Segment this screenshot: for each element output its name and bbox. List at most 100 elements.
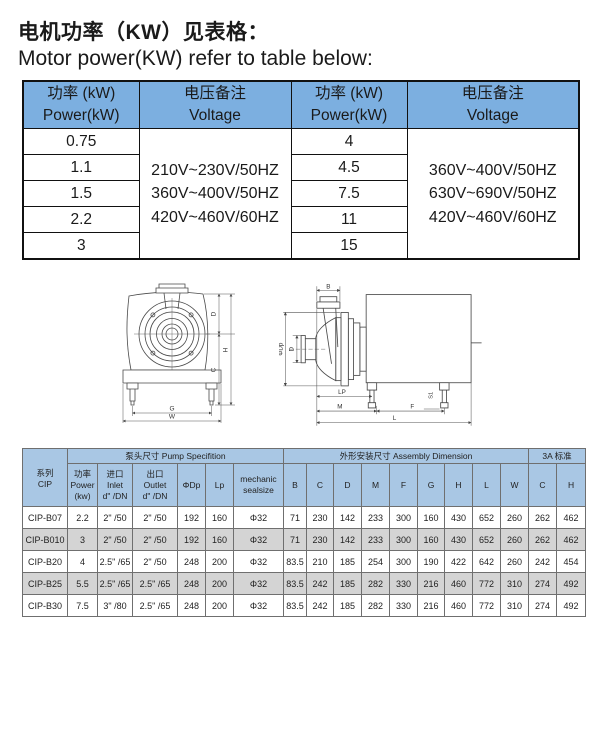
- value-cell: 242: [306, 594, 334, 618]
- value-cell: 2" /50: [132, 528, 178, 552]
- technical-drawings: D C H G W: [18, 282, 578, 438]
- dim-label-c: C: [211, 368, 218, 373]
- col-c: C: [306, 463, 334, 508]
- spec-table-row: CIP-B010 3 2" /50 2" /50 192 160 Φ32 71 230 142 23…: [22, 528, 587, 552]
- value-cell: 248: [177, 572, 206, 596]
- value-cell: 2.5" /65: [132, 594, 178, 618]
- power-cell: 3: [22, 232, 140, 260]
- dim-label-d: D: [211, 312, 218, 317]
- col-d: D: [333, 463, 362, 508]
- dim-label-h: H: [223, 348, 230, 353]
- value-cell: 260: [500, 506, 529, 530]
- value-cell: 248: [177, 594, 206, 618]
- value-cell: 83.5: [283, 550, 307, 574]
- power-row: 1.1 4.5: [22, 154, 579, 182]
- value-cell: 4: [67, 550, 98, 574]
- col-g: G: [417, 463, 445, 508]
- value-cell: 2.2: [67, 506, 98, 530]
- spec-table-body: CIP-B07 2.2 2" /50 2" /50 192 160 Φ32 71 230 142 2…: [22, 506, 587, 618]
- motor-power-table: 功率 (kW) Power(kW) 电压备注 Voltage 功率 (kW) P…: [22, 80, 580, 261]
- power-row: 0.75 210V~230V/50HZ 360V~400V/50HZ 420V~…: [22, 128, 580, 260]
- value-cell: 2.5" /65: [132, 572, 178, 596]
- value-cell: 233: [361, 528, 390, 552]
- power-header-cell: 功率 (kW) Power(kW): [22, 80, 140, 130]
- value-cell: 185: [333, 594, 362, 618]
- power-cell: 1.5: [22, 180, 140, 208]
- value-cell: 254: [361, 550, 390, 574]
- power-header-cell: 功率 (kW) Power(kW): [290, 80, 408, 130]
- value-cell: 5.5: [67, 572, 98, 596]
- value-cell: 200: [205, 594, 234, 618]
- power-cell: 4.5: [290, 154, 408, 182]
- spec-table-row: CIP-B07 2.2 2" /50 2" /50 192 160 Φ32 71 230 142 2…: [22, 506, 587, 530]
- page-title-en: Motor power(KW) refer to table below:: [18, 47, 373, 71]
- voltage-header-cell: 电压备注 Voltage: [138, 80, 292, 130]
- value-cell: 160: [417, 506, 445, 530]
- power-cell: 11: [290, 206, 408, 234]
- value-cell: 2" /50: [97, 528, 133, 552]
- value-cell: 260: [500, 550, 529, 574]
- value-cell: 282: [361, 594, 390, 618]
- value-cell: 2.5" /65: [97, 572, 133, 596]
- value-cell: 652: [472, 506, 501, 530]
- value-cell: 492: [555, 572, 587, 596]
- datasheet-page: 电机功率（KW）见表格： Motor power(KW) refer to ta…: [18, 21, 587, 618]
- dim-label-phidp: ΦDp: [279, 343, 285, 357]
- pump-front-view-drawing: D C H G W: [122, 284, 235, 424]
- value-cell: 192: [177, 506, 206, 530]
- dim-label-g: G: [169, 406, 174, 413]
- value-cell: 460: [444, 572, 473, 596]
- value-cell: 772: [472, 572, 501, 596]
- value-cell: 274: [528, 594, 557, 618]
- value-cell: 216: [417, 572, 445, 596]
- col-b: B: [283, 463, 307, 508]
- value-cell: 230: [306, 528, 334, 552]
- spec-table-header: 系列 CIP 泵头尺寸 Pump Specifition 外形安装尺寸 Asse…: [22, 448, 587, 508]
- value-cell: 772: [472, 594, 501, 618]
- col-seal: mechanic sealsize: [233, 463, 284, 508]
- value-cell: 310: [500, 594, 529, 618]
- col-h: H: [444, 463, 473, 508]
- power-table-header: 功率 (kW) Power(kW) 电压备注 Voltage 功率 (kW) P…: [22, 80, 580, 130]
- value-cell: 422: [444, 550, 473, 574]
- value-cell: 233: [361, 506, 390, 530]
- value-cell: 248: [177, 550, 206, 574]
- dim-label-b: B: [326, 284, 330, 291]
- series-cell: CIP-B30: [22, 594, 68, 618]
- power-row: 1.5 7.5: [22, 180, 579, 208]
- value-cell: 3: [67, 528, 98, 552]
- value-cell: 330: [389, 594, 418, 618]
- value-cell: 160: [205, 528, 234, 552]
- value-cell: 300: [389, 528, 418, 552]
- value-cell: 2" /50: [97, 506, 133, 530]
- value-cell: 642: [472, 550, 501, 574]
- dim-label-w: W: [169, 414, 176, 421]
- value-cell: 190: [417, 550, 445, 574]
- voltage-cell-left: 210V~230V/50HZ 360V~400V/50HZ 420V~460V/…: [138, 128, 292, 260]
- value-cell: Φ32: [233, 572, 284, 596]
- dim-label-f: F: [410, 404, 414, 411]
- value-cell: 454: [555, 550, 587, 574]
- value-cell: Φ32: [233, 550, 284, 574]
- value-cell: 492: [555, 594, 587, 618]
- power-cell: 1.1: [22, 154, 140, 182]
- value-cell: 262: [528, 506, 557, 530]
- value-cell: 652: [472, 528, 501, 552]
- col-phidp: ΦDp: [177, 463, 206, 508]
- col-lp: Lp: [205, 463, 234, 508]
- value-cell: 216: [417, 594, 445, 618]
- series-cell: CIP-B010: [22, 528, 68, 552]
- value-cell: 300: [389, 506, 418, 530]
- value-cell: 160: [417, 528, 445, 552]
- value-cell: 185: [333, 572, 362, 596]
- voltage-header-cell: 电压备注 Voltage: [406, 80, 580, 130]
- col-w: W: [500, 463, 529, 508]
- dim-label-l: L: [393, 415, 397, 422]
- value-cell: 330: [389, 572, 418, 596]
- value-cell: 262: [528, 528, 557, 552]
- col-power: 功率 Power (kw): [67, 463, 98, 508]
- value-cell: 430: [444, 506, 473, 530]
- value-cell: Φ32: [233, 594, 284, 618]
- series-cell: CIP-B07: [22, 506, 68, 530]
- dim-label-m: M: [337, 404, 342, 411]
